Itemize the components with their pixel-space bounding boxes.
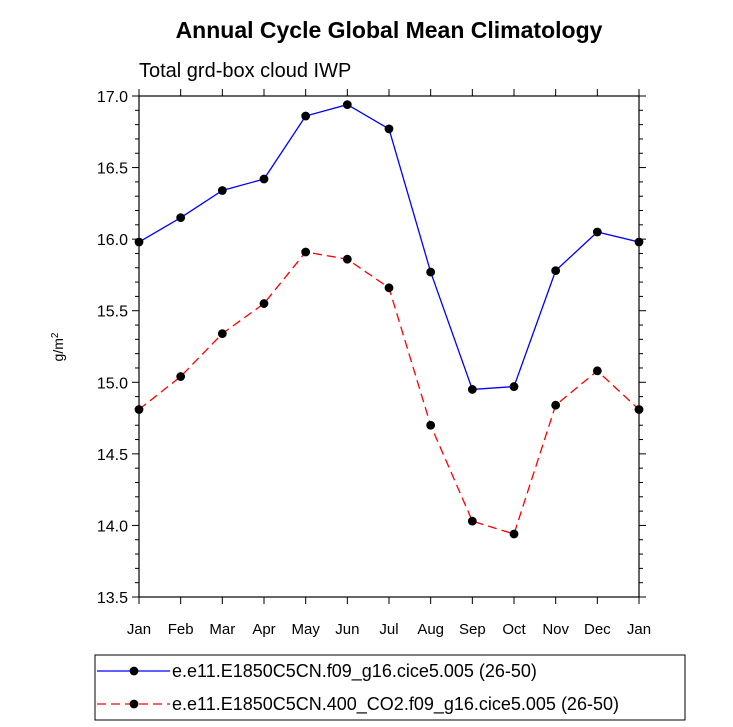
legend: e.e11.E1850C5CN.f09_g16.cice5.005 (26-50… [94,654,686,721]
y-axis-label-superscript: 2 [50,332,61,338]
x-tick-label: Nov [542,621,569,638]
data-point [426,267,436,277]
data-point [301,247,311,257]
x-tick-label: Apr [252,621,275,638]
x-tick-label: Jul [379,621,398,638]
x-tick-label: May [291,621,320,638]
x-tick-label: Jan [627,621,651,638]
x-tick-label: Jan [127,621,151,638]
data-point [634,237,644,247]
data-point [217,329,227,339]
data-point [384,283,394,293]
data-point [634,405,644,414]
data-point [176,372,186,381]
data-point [592,366,602,376]
y-tick-label: 14.0 [97,518,128,535]
data-point [342,254,352,264]
data-point [301,111,311,121]
data-point [551,266,561,276]
data-point [342,100,352,109]
x-tick-label: Sep [459,621,486,638]
plot-frame [138,95,640,598]
data-point [134,237,144,247]
series-line [138,103,640,391]
y-axis-label: g/m2 [50,332,66,361]
x-tick-label: Mar [209,621,235,638]
data-point [467,385,477,394]
legend-box [94,654,686,721]
data-point [259,174,269,184]
series-1 [134,100,644,394]
x-tick-label: Jun [335,621,359,638]
axis-ticks: 13.5 14.0 14.5 15.0 15.5 16.0 16.5 17.0 Jan Feb Ma… [97,89,651,638]
data-point [509,529,519,539]
legend-label: e.e11.E1850C5CN.400_CO2.f09_g16.cice5.00… [172,694,619,715]
chart-subtitle: Total grd-box cloud IWP [139,60,351,82]
y-axis-label-text: g/m [50,338,66,361]
data-point [592,227,602,237]
x-tick-label: Feb [168,621,194,638]
y-tick-label: 15.5 [97,304,128,321]
y-tick-label: 16.5 [97,161,128,178]
series-line [138,251,640,535]
data-point [217,186,227,195]
series-2 [134,247,644,539]
data-point [551,400,561,410]
data-point [426,420,436,430]
y-tick-label: 13.5 [97,590,128,607]
legend-label: e.e11.E1850C5CN.f09_g16.cice5.005 (26-50… [172,661,537,682]
y-tick-label: 16.0 [97,232,128,249]
chart-title: Annual Cycle Global Mean Climatology [176,17,603,43]
data-point [176,213,186,223]
y-tick-label: 15.0 [97,375,128,392]
data-point [134,405,144,414]
x-tick-label: Dec [584,621,611,638]
legend-marker [129,666,139,676]
y-tick-label: 17.0 [97,89,128,106]
legend-entry-1: e.e11.E1850C5CN.f09_g16.cice5.005 (26-50… [97,661,537,682]
legend-entry-2: e.e11.E1850C5CN.400_CO2.f09_g16.cice5.00… [97,694,619,715]
y-tick-label: 14.5 [97,447,128,464]
data-point [259,299,269,308]
data-point [467,516,477,526]
plot-area [138,95,640,598]
data-series [134,100,644,539]
legend-marker [129,699,139,709]
data-point [509,382,519,391]
data-point [384,124,394,134]
x-tick-label: Aug [417,621,444,638]
x-tick-label: Oct [502,621,526,638]
